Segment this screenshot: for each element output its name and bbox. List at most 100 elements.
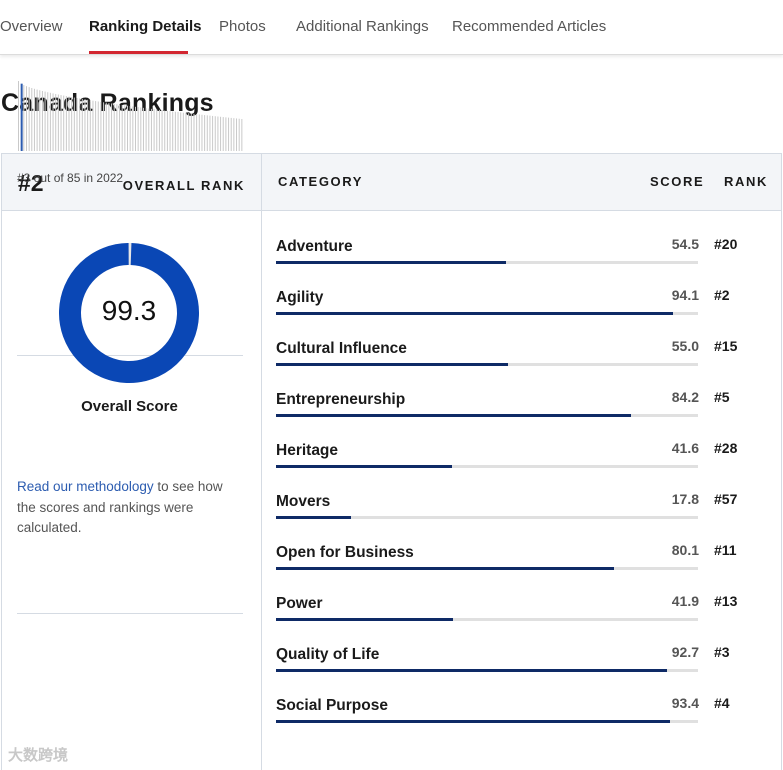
score-bar-fill: [276, 414, 632, 417]
history-bar: [182, 112, 184, 151]
category-score: 41.9: [671, 593, 699, 609]
history-bar: [28, 87, 30, 151]
category-row: Social Purpose 93.4 #4: [276, 689, 766, 740]
category-rank: #2: [714, 287, 730, 303]
history-bar: [230, 117, 232, 151]
score-bar-track: [276, 669, 698, 672]
history-bar: [71, 97, 73, 151]
score-bar-fill: [276, 516, 352, 519]
category-row: Open for Business 80.1 #11: [276, 536, 766, 587]
category-name: Quality of Life: [276, 646, 380, 663]
history-bar: [233, 118, 235, 151]
column-divider: [261, 211, 262, 770]
history-bar: [158, 109, 160, 151]
history-bar: [79, 98, 81, 151]
category-rank: #4: [714, 695, 730, 711]
history-bar: [87, 99, 89, 151]
score-bar-track: [276, 363, 698, 366]
score-bar-fill: [276, 312, 674, 315]
history-bar: [33, 88, 35, 151]
history-bar: [238, 118, 240, 151]
history-bar: [52, 93, 54, 151]
history-bar: [217, 116, 219, 151]
category-rank: #13: [714, 593, 738, 609]
category-row: Quality of Life 92.7 #3: [276, 638, 766, 689]
category-name: Movers: [276, 493, 331, 510]
tab-additional-rankings[interactable]: Additional Rankings: [296, 18, 429, 35]
history-bar: [214, 116, 216, 151]
history-bar: [111, 103, 113, 151]
history-bar: [241, 119, 243, 151]
history-bar: [156, 109, 158, 151]
category-row: Cultural Influence 55.0 #15: [276, 332, 766, 383]
history-bar: [198, 114, 200, 151]
active-tab-indicator: [89, 51, 188, 54]
history-bar: [119, 104, 121, 151]
score-bar-fill: [276, 363, 509, 366]
overall-rank-header: #2 OVERALL RANK: [2, 154, 261, 211]
score-bar-track: [276, 516, 698, 519]
methodology-link[interactable]: Read our methodology: [17, 479, 154, 494]
tab-photos[interactable]: Photos: [219, 18, 266, 35]
history-bar: [92, 100, 94, 151]
history-bar: [97, 101, 99, 151]
history-bar: [190, 113, 192, 151]
history-bar: [172, 111, 174, 151]
history-bar: [121, 104, 123, 151]
column-header-score: SCORE: [650, 174, 705, 189]
category-row: Entrepreneurship 84.2 #5: [276, 383, 766, 434]
history-bar: [76, 98, 78, 151]
rank-history-caption: #3 out of 85 in 2022: [17, 171, 124, 185]
tab-overview[interactable]: Overview: [0, 18, 63, 35]
history-bar: [73, 97, 75, 151]
category-name: Adventure: [276, 238, 353, 255]
history-bar: [25, 86, 27, 151]
category-score: 54.5: [671, 236, 699, 252]
history-bar: [177, 112, 179, 151]
history-bar: [132, 106, 134, 151]
history-bar: [166, 110, 168, 151]
history-bar: [63, 95, 65, 151]
category-row: Movers 17.8 #57: [276, 485, 766, 536]
history-bar: [180, 112, 182, 151]
history-bar: [188, 113, 190, 151]
category-name: Heritage: [276, 442, 339, 459]
history-bar: [89, 100, 91, 151]
category-rank: #20: [714, 236, 738, 252]
tab-ranking-details[interactable]: Ranking Details: [89, 18, 202, 35]
history-bar: [100, 101, 102, 151]
category-score: 41.6: [671, 440, 699, 456]
history-bar: [127, 105, 129, 151]
tab-recommended-articles[interactable]: Recommended Articles: [452, 18, 607, 35]
score-bar-track: [276, 465, 698, 468]
score-bar-track: [276, 261, 698, 264]
score-bar-fill: [276, 669, 668, 672]
history-bar: [153, 109, 155, 151]
category-score: 55.0: [671, 338, 699, 354]
history-bar: [124, 105, 126, 151]
history-bar: [68, 96, 70, 151]
history-bar: [129, 106, 131, 151]
history-bar: [108, 103, 110, 151]
history-bar: [150, 108, 152, 151]
history-bar: [18, 81, 19, 151]
category-rank: #15: [714, 338, 738, 354]
history-bar: [23, 85, 25, 151]
history-bar: [174, 111, 176, 151]
history-bar: [212, 115, 214, 151]
category-score: 93.4: [671, 695, 699, 711]
category-name: Agility: [276, 289, 324, 306]
history-bar: [137, 107, 139, 151]
history-bar: [206, 115, 208, 151]
score-bar-fill: [276, 567, 615, 570]
category-table-header: CATEGORY SCORE RANK: [261, 154, 781, 211]
history-bar: [116, 104, 118, 151]
history-bar: [169, 111, 171, 151]
history-bar: [55, 93, 57, 151]
category-row: Power 41.9 #13: [276, 587, 766, 638]
history-bar: [49, 92, 51, 151]
category-rank: #3: [714, 644, 730, 660]
history-bar: [161, 110, 163, 151]
history-bar: [84, 99, 86, 151]
category-score: 92.7: [671, 644, 699, 660]
